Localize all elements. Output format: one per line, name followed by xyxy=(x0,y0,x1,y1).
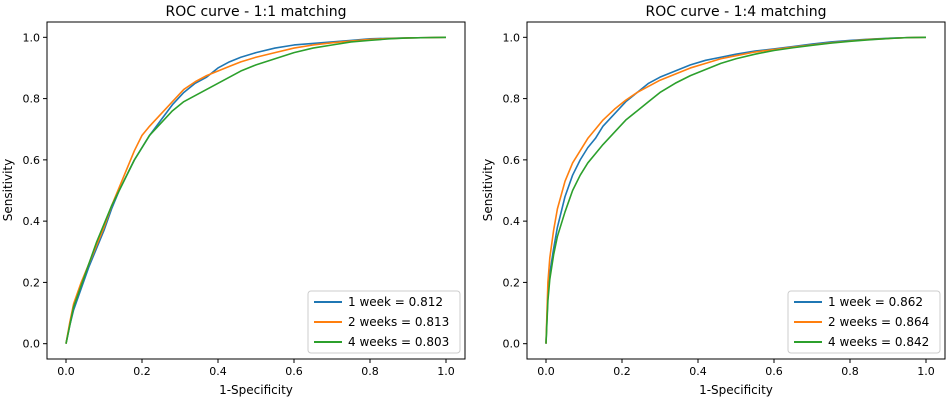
y-tick-label: 0.4 xyxy=(503,215,521,228)
legend: 1 week = 0.862 2 weeks = 0.864 4 weeks =… xyxy=(787,290,941,354)
y-tick-label: 0.8 xyxy=(503,93,521,106)
legend-label: 2 weeks = 0.813 xyxy=(348,315,449,329)
legend-label: 1 week = 0.862 xyxy=(828,295,923,309)
x-tick-label: 0.0 xyxy=(537,365,555,378)
x-tick-label: 1.0 xyxy=(437,365,455,378)
x-tick-label: 1.0 xyxy=(917,365,935,378)
legend-label: 4 weeks = 0.842 xyxy=(828,335,929,349)
y-tick-label: 0.0 xyxy=(23,338,41,351)
chart-title: ROC curve - 1:1 matching xyxy=(165,4,346,20)
x-tick-label: 0.0 xyxy=(57,365,75,378)
x-tick-label: 0.8 xyxy=(841,365,859,378)
x-tick-label: 0.6 xyxy=(285,365,303,378)
y-tick-label: 0.0 xyxy=(503,338,521,351)
y-tick-label: 0.6 xyxy=(503,154,521,167)
x-tick-label: 0.4 xyxy=(689,365,707,378)
roc-chart-1-to-1: ROC curve - 1:1 matching 0.0 0.2 0.4 0.6 0.8… xyxy=(1,4,466,397)
chart-title: ROC curve - 1:4 matching xyxy=(645,4,826,20)
y-axis-label: Sensitivity xyxy=(1,159,15,221)
y-tick-label: 0.4 xyxy=(23,215,41,228)
x-tick-label: 0.2 xyxy=(133,365,151,378)
series-line-2-weeks xyxy=(65,36,447,344)
y-tick-label: 0.2 xyxy=(503,276,521,289)
roc-chart-1-to-4: ROC curve - 1:4 matching 0.0 0.2 0.4 0.6 0.8… xyxy=(481,4,946,397)
y-tick-label: 1.0 xyxy=(23,31,41,44)
y-tick-label: 1.0 xyxy=(503,31,521,44)
legend: 1 week = 0.812 2 weeks = 0.813 4 weeks =… xyxy=(307,290,461,354)
legend-label: 4 weeks = 0.803 xyxy=(348,335,449,349)
y-tick-label: 0.6 xyxy=(23,154,41,167)
x-tick-label: 0.2 xyxy=(613,365,631,378)
series-curves xyxy=(545,36,927,344)
series-line-1-week xyxy=(545,36,927,344)
x-axis-label: 1-Specificity xyxy=(219,383,293,397)
y-axis-label: Sensitivity xyxy=(481,159,495,221)
series-line-4-weeks xyxy=(65,36,447,344)
legend-box xyxy=(307,290,461,354)
legend-box xyxy=(787,290,941,354)
x-axis-label: 1-Specificity xyxy=(699,383,773,397)
series-line-4-weeks xyxy=(545,36,927,344)
x-tick-label: 0.8 xyxy=(361,365,379,378)
y-tick-label: 0.8 xyxy=(23,93,41,106)
y-tick-label: 0.2 xyxy=(23,276,41,289)
legend-label: 1 week = 0.812 xyxy=(348,295,443,309)
legend-label: 2 weeks = 0.864 xyxy=(828,315,929,329)
axis-ticks: 0.0 0.2 0.4 0.6 0.8 1.0 0.0 0.2 0.4 0.6 0.8 1.0 xyxy=(503,31,935,378)
axis-ticks: 0.0 0.2 0.4 0.6 0.8 1.0 0.0 0.2 0.4 0.6 0.8 1.0 xyxy=(23,31,455,378)
series-curves xyxy=(65,36,447,344)
x-tick-label: 0.4 xyxy=(209,365,227,378)
x-tick-label: 0.6 xyxy=(765,365,783,378)
